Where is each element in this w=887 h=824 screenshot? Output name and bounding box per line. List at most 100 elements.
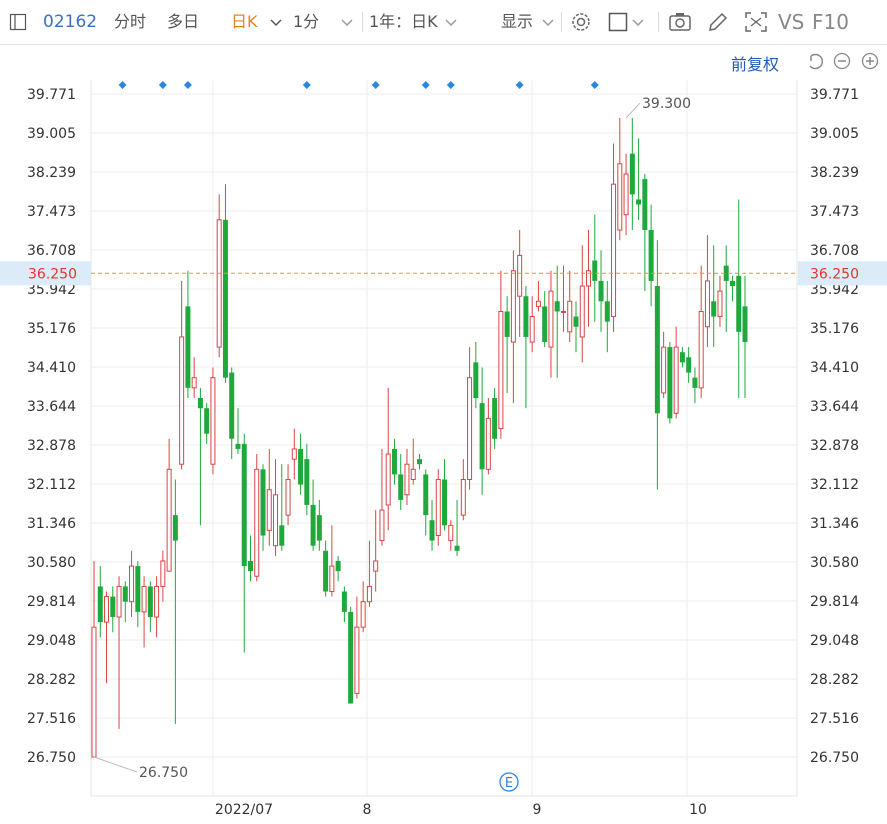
candle-body xyxy=(341,591,347,612)
min-annotation-leader xyxy=(93,756,138,773)
y-tick-label: 33.644 xyxy=(810,399,859,415)
candle-body xyxy=(729,280,735,287)
settings-icon[interactable] xyxy=(569,0,593,44)
candle-body xyxy=(116,585,122,618)
tab-multi-day[interactable]: 多日 xyxy=(167,12,200,31)
y-tick-label: 28.282 xyxy=(27,672,76,688)
candle-body xyxy=(166,468,172,572)
candle-body xyxy=(560,310,566,313)
candle-body xyxy=(279,525,285,546)
f10-button[interactable]: F10 xyxy=(812,10,849,34)
candle-body xyxy=(498,310,504,430)
candle-body xyxy=(235,443,241,449)
candle-body xyxy=(692,377,698,388)
y-tick-label: 30.580 xyxy=(810,555,859,571)
reset-icon[interactable] xyxy=(806,52,824,70)
candle-body xyxy=(216,219,222,348)
candle-body xyxy=(485,417,491,470)
y-tick-label: 31.346 xyxy=(810,516,859,532)
chevron-down-icon[interactable] xyxy=(341,0,353,44)
candle-body xyxy=(736,275,742,332)
candle-body xyxy=(197,398,203,409)
candle-body xyxy=(661,346,667,394)
candle-body xyxy=(742,306,748,343)
candle-body xyxy=(129,565,135,603)
candle-body xyxy=(404,463,410,496)
candle-body xyxy=(91,626,97,758)
candle-body xyxy=(260,469,266,536)
candle-body xyxy=(623,173,629,216)
candles xyxy=(91,117,748,758)
candle-body xyxy=(373,560,379,572)
candle-body xyxy=(479,403,485,470)
candle-body xyxy=(298,448,304,485)
y-axis-right: 39.771 39.005 38.239 37.473 36.708 35.942 35.1… xyxy=(810,87,859,766)
candle-body xyxy=(535,300,541,307)
max-annotation-leader xyxy=(625,102,641,119)
event-marker-icon xyxy=(515,81,524,89)
tab-daily-k[interactable]: 日K xyxy=(231,12,258,31)
candle-body xyxy=(379,509,385,542)
candle-body xyxy=(579,285,585,338)
candle-body xyxy=(723,265,729,281)
candle-body xyxy=(304,459,310,505)
candle-body xyxy=(429,520,435,541)
y-tick-label: 32.112 xyxy=(27,477,76,493)
event-markers xyxy=(118,81,599,89)
earnings-event-icon xyxy=(499,772,519,792)
max-price-annotation: 39.300 xyxy=(642,96,691,112)
panel-toggle-icon[interactable] xyxy=(9,0,27,44)
candle-body xyxy=(667,347,673,419)
candle-body xyxy=(586,270,592,287)
period-select[interactable]: 1年：日K xyxy=(369,12,438,31)
candle-body xyxy=(222,219,228,378)
price-adjust-select[interactable]: 前复权 xyxy=(731,55,780,74)
annotations: 39.300 26.750 E xyxy=(93,96,691,792)
zoom-in-icon[interactable] xyxy=(861,52,879,70)
y-tick-label: 27.516 xyxy=(27,711,76,727)
y-tick-label: 29.814 xyxy=(810,594,859,610)
candle-body xyxy=(191,377,197,389)
y-tick-label: 34.410 xyxy=(810,360,859,376)
draw-icon[interactable] xyxy=(608,0,630,44)
candle-body xyxy=(679,352,685,363)
camera-icon[interactable] xyxy=(668,0,692,44)
chevron-down-icon[interactable] xyxy=(542,0,554,44)
candle-body xyxy=(554,301,560,312)
candle-body xyxy=(410,468,416,480)
chevron-down-icon[interactable] xyxy=(445,0,457,44)
candle-body xyxy=(247,560,253,572)
zoom-out-icon[interactable] xyxy=(833,52,851,70)
candle-body xyxy=(391,448,397,475)
tab-intraday[interactable]: 分时 xyxy=(114,12,147,31)
y-tick-label: 39.005 xyxy=(810,126,859,142)
candle-body xyxy=(617,163,623,231)
current-price-line: 36.250 36.250 xyxy=(0,261,887,286)
y-tick-label: 27.516 xyxy=(810,711,859,727)
y-tick-label: 29.048 xyxy=(27,633,76,649)
pen-icon[interactable] xyxy=(706,0,728,44)
event-marker-icon xyxy=(371,81,380,89)
candle-body xyxy=(567,300,573,333)
y-tick-label: 26.750 xyxy=(27,750,76,766)
candle-body xyxy=(147,586,153,617)
y-tick-label: 35.942 xyxy=(810,282,859,298)
chevron-down-icon[interactable] xyxy=(270,0,282,44)
y-axis-left: 39.771 39.005 38.239 37.473 36.708 35.942 35.1… xyxy=(27,87,76,766)
candle-body xyxy=(172,515,178,541)
display-menu[interactable]: 显示 xyxy=(501,12,534,31)
candle-body xyxy=(473,362,479,399)
candle-body xyxy=(573,316,579,327)
tab-1-minute[interactable]: 1分 xyxy=(293,12,320,31)
compare-button[interactable]: VS xyxy=(778,10,805,34)
fullscreen-icon[interactable] xyxy=(744,0,768,44)
chevron-down-icon[interactable] xyxy=(632,0,644,44)
y-tick-label: 31.346 xyxy=(27,516,76,532)
event-marker-icon xyxy=(158,81,167,89)
candle-body xyxy=(717,290,723,318)
candle-body xyxy=(529,316,535,343)
event-marker-icon xyxy=(183,81,192,89)
candle-body xyxy=(629,153,635,195)
candle-body xyxy=(698,310,704,389)
